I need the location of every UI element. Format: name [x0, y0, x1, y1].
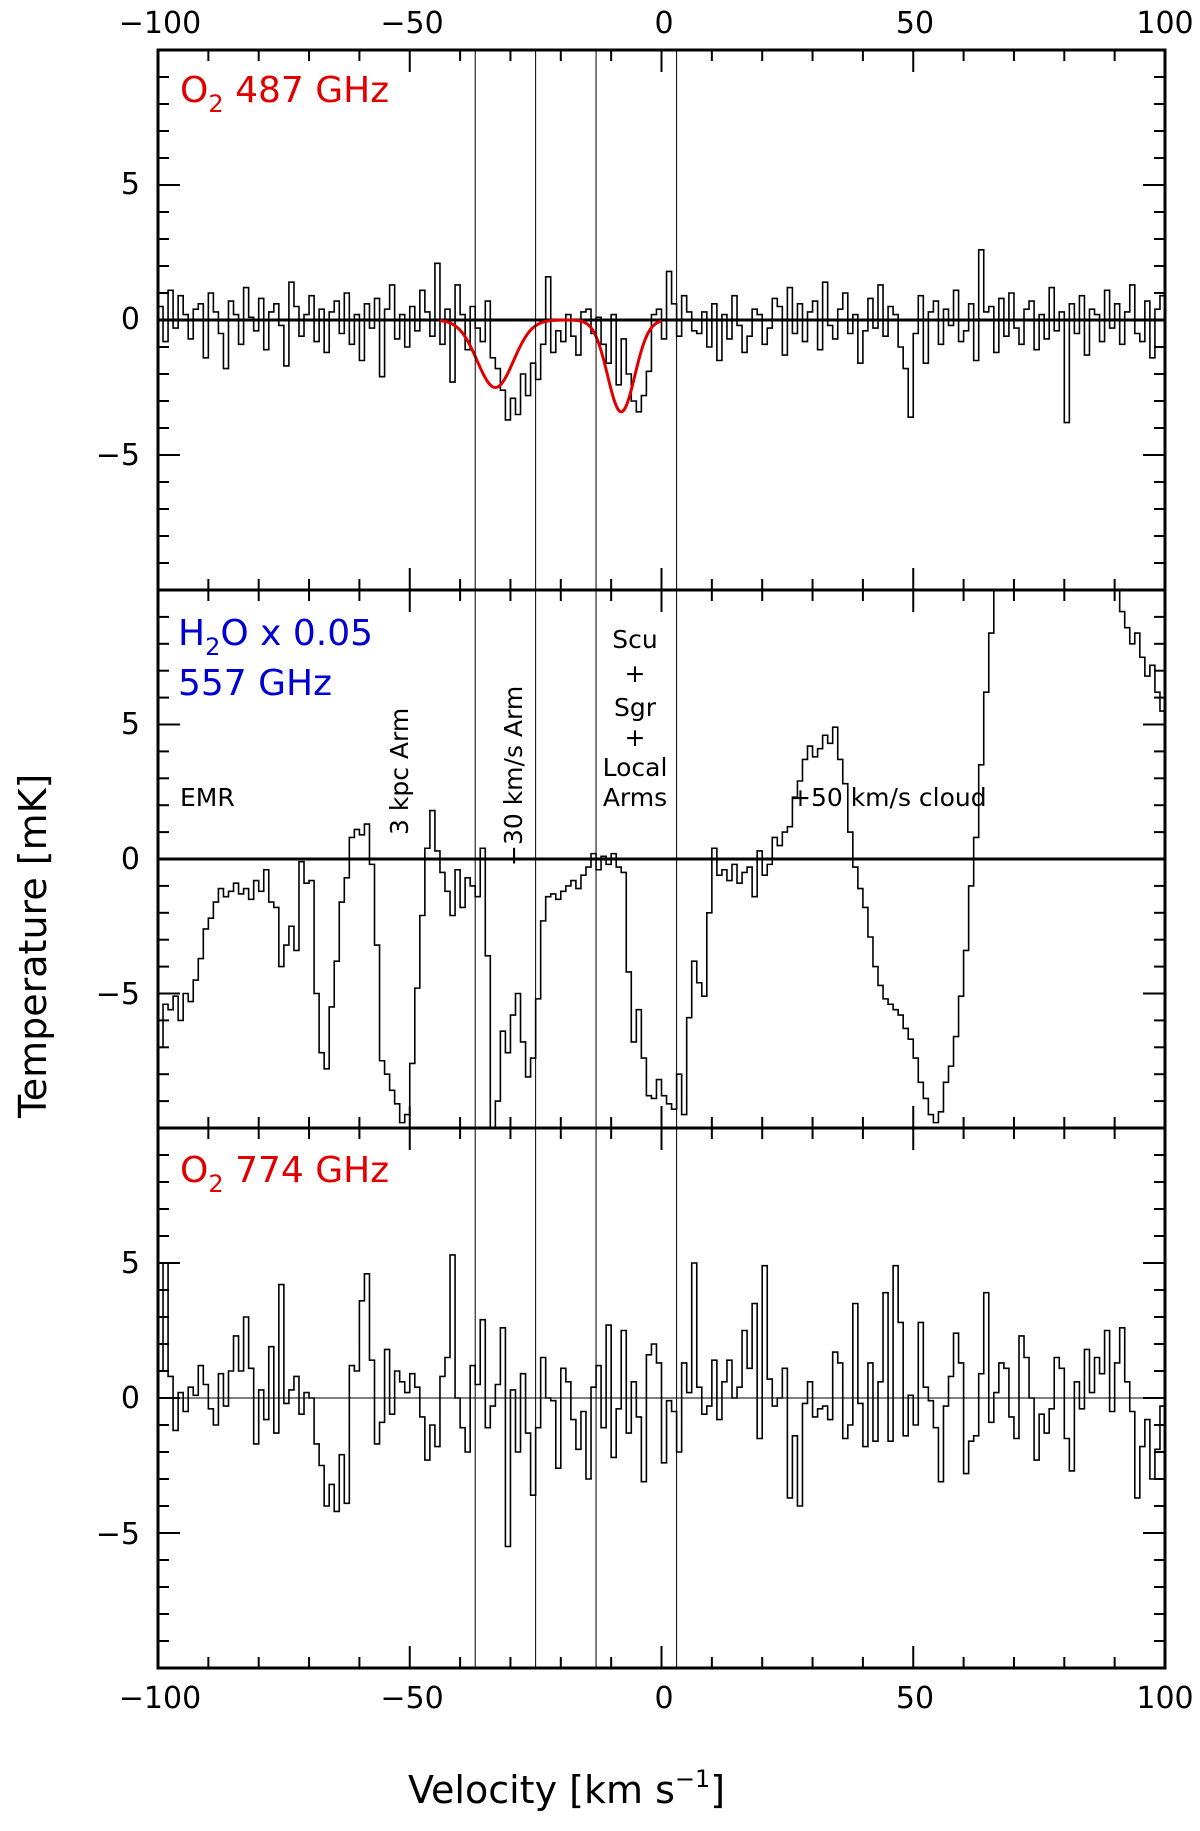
panel1-spectrum-line	[158, 249, 1165, 424]
panel-1	[156, 48, 1167, 592]
panel1-label: O2 487 GHz	[180, 70, 389, 118]
bottom-x-tick-label-100: 100	[1136, 1681, 1193, 1716]
panel3-y-tick-label-0: 0	[121, 1381, 140, 1416]
top-axis-tick-labels: −100 −50 0 50 100	[119, 6, 1194, 41]
panel3-spectrum-line	[158, 1254, 1165, 1548]
panel-3	[156, 1126, 1167, 1670]
panel3-y-tick-label-5: 5	[121, 1246, 140, 1281]
panel2-spectrum-line	[158, 590, 1165, 1128]
bottom-x-tick-label-0: 0	[654, 1681, 673, 1716]
panel3-y-tick-labels: 5 0 −5	[96, 1246, 140, 1552]
annotation-scu-sgr-local: Scu + Sgr + Local Arms	[603, 625, 668, 812]
annotation-scu-line-5: Local	[603, 753, 668, 782]
annotation-scu-line-3: Sgr	[614, 693, 657, 722]
panel1-y-tick-label-0: 0	[121, 302, 140, 337]
top-x-tick-label-100: 100	[1136, 6, 1193, 41]
bottom-axis-tick-labels: −100 −50 0 50 100	[119, 1681, 1194, 1716]
panel2-label-line1: H2O x 0.05	[178, 613, 373, 661]
top-x-tick-label-0: 0	[654, 6, 673, 41]
arm-velocity-lines	[474, 50, 678, 1668]
bottom-x-tick-label-neg50: −50	[380, 1681, 443, 1716]
annotation-minus30-arm: −30 km/s Arm	[499, 686, 528, 866]
panel2-y-tick-labels: 5 0 −5	[96, 707, 140, 1012]
panel3-label: O2 774 GHz	[180, 1150, 389, 1198]
panel2-y-tick-label-0: 0	[121, 842, 140, 877]
bottom-x-tick-label-neg100: −100	[119, 1681, 201, 1716]
top-x-tick-label-neg50: −50	[380, 6, 443, 41]
annotation-scu-line-2: +	[625, 659, 646, 688]
annotation-emr: EMR	[180, 783, 235, 812]
panel2-y-tick-label-5: 5	[121, 707, 140, 742]
top-x-tick-label-50: 50	[896, 6, 934, 41]
annotation-scu-line-1: Scu	[612, 625, 657, 654]
panel1-y-tick-label-5: 5	[121, 167, 140, 202]
x-axis-title: Velocity [km s−1]	[408, 1765, 725, 1812]
panel1-y-tick-labels: 5 0 −5	[96, 167, 140, 473]
panel3-y-tick-label-neg5: −5	[96, 1517, 140, 1552]
top-x-tick-label-neg100: −100	[119, 6, 201, 41]
panel2-label-line2: 557 GHz	[178, 663, 332, 704]
annotation-plus50-cloud: +50 km/s cloud	[790, 783, 987, 812]
bottom-x-tick-label-50: 50	[896, 1681, 934, 1716]
annotation-3kpc-arm: 3 kpc Arm	[385, 708, 414, 835]
panel1-gaussian-fit-line	[439, 318, 662, 414]
y-axis-title: Temperature [mK]	[11, 774, 55, 1119]
annotation-scu-line-6: Arms	[603, 783, 667, 812]
panel2-y-tick-label-neg5: −5	[96, 977, 140, 1012]
panel1-y-tick-label-neg5: −5	[96, 438, 140, 473]
annotation-scu-line-4: +	[625, 723, 646, 752]
